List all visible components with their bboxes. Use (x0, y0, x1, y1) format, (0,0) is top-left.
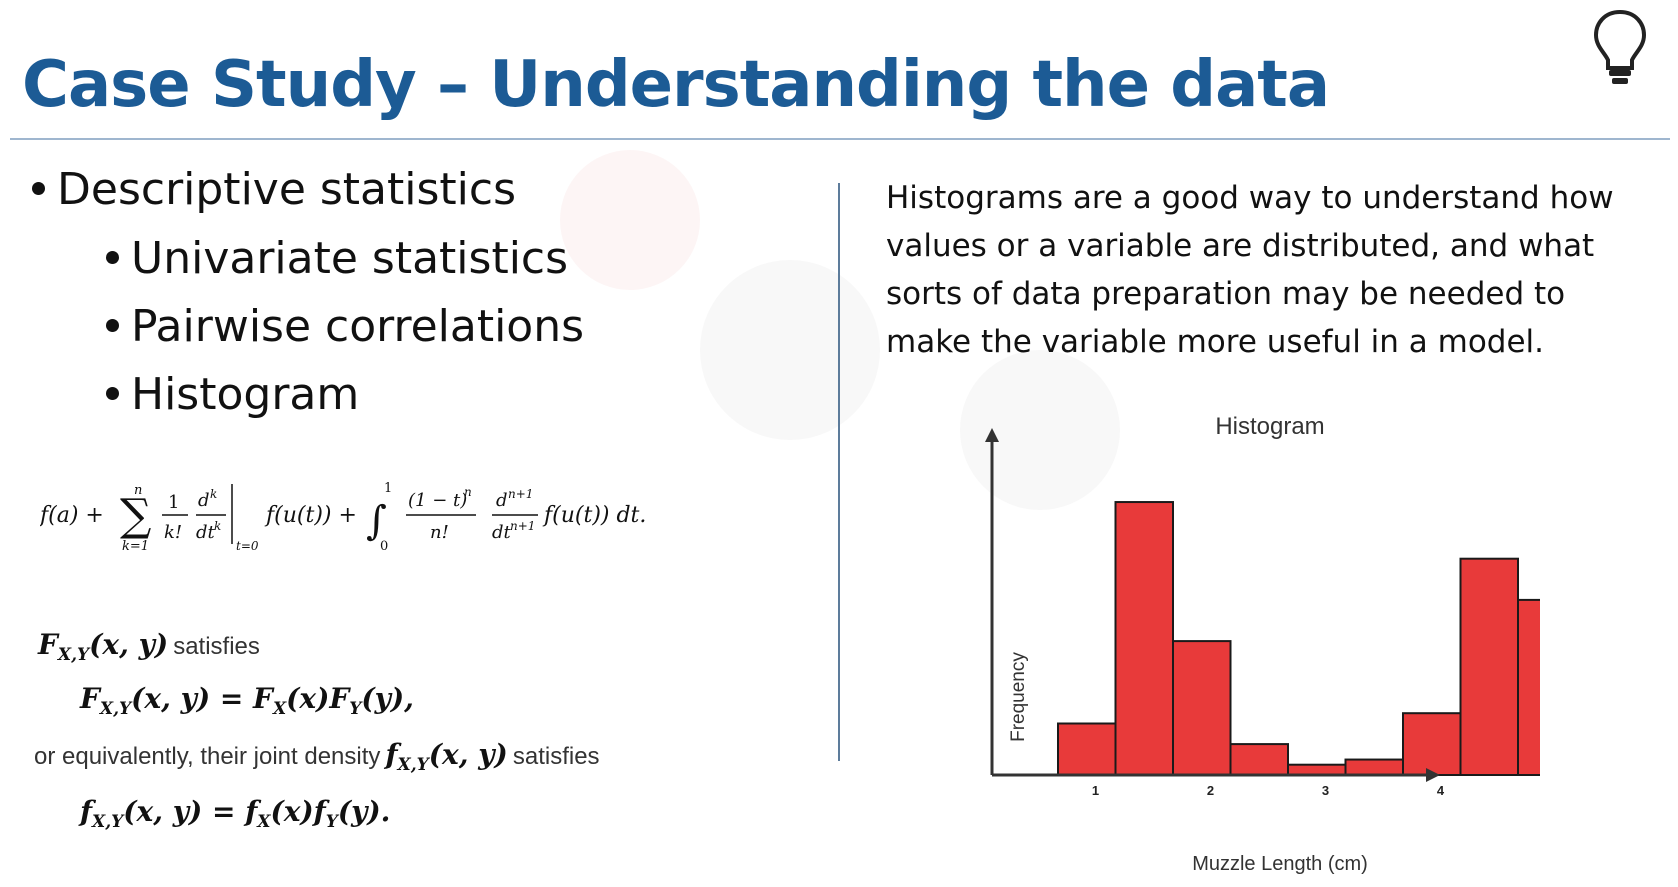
equivalently-text: or equivalently, their joint density (34, 743, 381, 770)
joint-density-line: or equivalently, their joint density fX,… (34, 738, 600, 775)
svg-text:dt: dt (492, 522, 512, 543)
y-axis-arrow-icon (985, 428, 999, 442)
histogram-bar (1172, 640, 1232, 776)
sub-bullet-item: Univariate statistics (32, 225, 584, 293)
bullet-dot-icon (106, 386, 119, 400)
bullet-dot-icon (32, 181, 45, 195)
x-axis-arrow-icon (1426, 768, 1440, 782)
lightbulb-icon (1593, 9, 1647, 84)
svg-text:0: 0 (380, 539, 388, 554)
x-tick-label: 2 (1207, 783, 1214, 798)
svg-text:(1 − t): (1 − t) (408, 490, 467, 511)
sub-bullet-text: Univariate statistics (131, 233, 569, 284)
svg-text:k=1: k=1 (122, 539, 149, 554)
sub-bullet-item: Histogram (32, 361, 584, 429)
histogram-bar (1057, 722, 1117, 776)
svg-text:k!: k! (164, 522, 182, 543)
histogram-bar (1287, 763, 1347, 777)
chart-title: Histogram (1215, 413, 1324, 440)
histogram-bar (1229, 743, 1289, 777)
x-tick-label: 4 (1437, 783, 1445, 798)
svg-text:t=0: t=0 (236, 539, 259, 553)
svg-text:dt: dt (196, 522, 216, 543)
background-decoration (560, 150, 700, 290)
svg-text:n: n (134, 483, 142, 498)
svg-text:n+1: n+1 (510, 519, 535, 533)
svg-text:1: 1 (168, 492, 179, 513)
joint-density-suffix: satisfies (512, 743, 600, 770)
bullet-dot-icon (106, 318, 119, 332)
x-tick-label: 1 (1092, 783, 1099, 798)
sub-bullet-item: Pairwise correlations (32, 293, 584, 361)
svg-text:f(a) +: f(a) + (40, 503, 104, 528)
bullet-text: Descriptive statistics (57, 164, 517, 215)
svg-text:f(u(t)) dt.: f(u(t)) dt. (542, 503, 646, 528)
x-axis-label: Muzzle Length (cm) (1192, 853, 1368, 875)
svg-text:n!: n! (430, 522, 449, 543)
svg-text:1: 1 (384, 481, 392, 496)
svg-text:d: d (496, 490, 508, 511)
slide-title: Case Study – Understanding the data (22, 48, 1330, 122)
svg-text:d: d (198, 490, 210, 511)
x-tick-label: 3 (1322, 783, 1329, 798)
bullet-list: Descriptive statistics Univariate statis… (32, 155, 584, 429)
histogram-bar (1459, 557, 1519, 776)
y-axis-label: Frequency (1008, 652, 1029, 742)
histogram-bar (1402, 712, 1462, 777)
svg-text:f(u(t)) +: f(u(t)) + (264, 503, 357, 528)
histogram-bar (1114, 501, 1174, 777)
background-decoration (960, 350, 1120, 510)
column-divider (838, 183, 840, 761)
histogram-chart: Histogram Frequency Muzzle Length (cm) 1… (985, 413, 1540, 875)
svg-text:n+1: n+1 (508, 487, 533, 501)
svg-text:k: k (214, 519, 221, 533)
joint-density-equation: fX,Y(x, y) = fX(x)fY(y). (80, 795, 391, 832)
bullet-item: Descriptive statistics (32, 155, 584, 225)
background-decoration (700, 260, 880, 440)
bullet-dot-icon (106, 250, 119, 264)
svg-text:∫: ∫ (366, 498, 387, 544)
joint-cdf-equation: FX,Y(x, y) = FX(x)FY(y), (80, 682, 414, 719)
sub-bullet-text: Histogram (131, 369, 360, 420)
histogram-bar (1344, 758, 1404, 776)
svg-text:∑: ∑ (120, 490, 151, 541)
svg-text:n: n (464, 485, 472, 499)
histogram-bar (1517, 598, 1540, 776)
svg-text:k: k (210, 487, 217, 501)
title-divider (10, 138, 1670, 140)
joint-cdf-line: FX,Y(x, y) satisfies (38, 628, 260, 665)
sub-bullet-text: Pairwise correlations (131, 301, 585, 352)
description-text: Histograms are a good way to understand … (886, 180, 1614, 360)
joint-cdf-suffix: satisfies (173, 633, 260, 660)
